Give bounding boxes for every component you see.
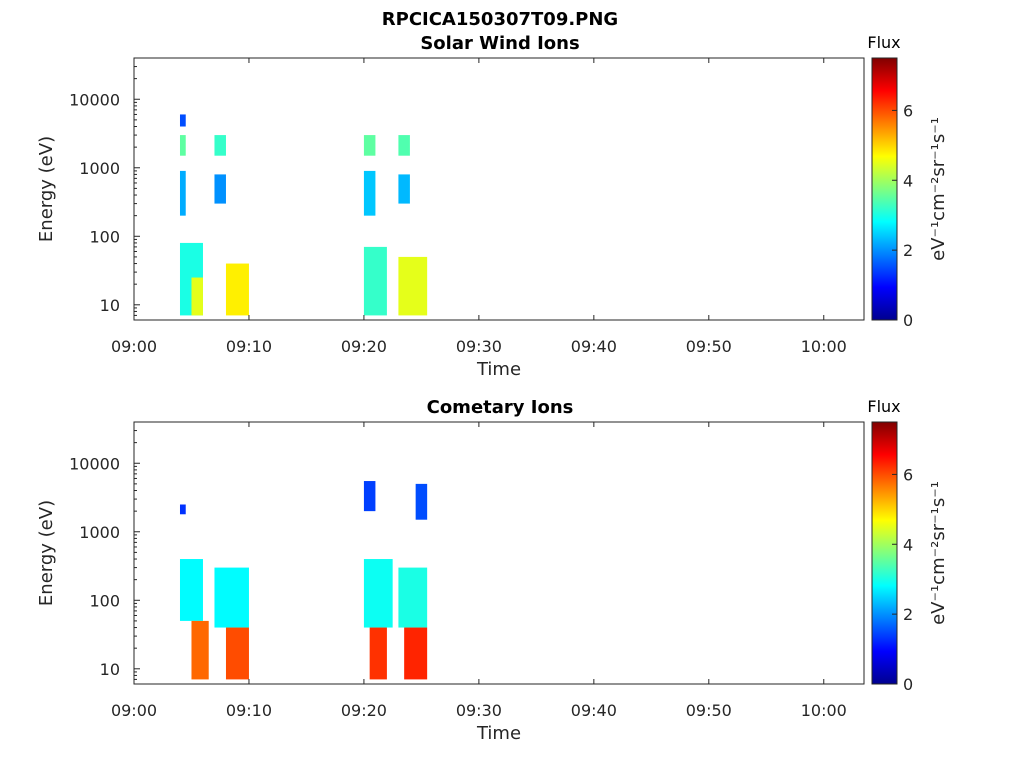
heatmap-cell (179, 504, 186, 515)
panel-solar-wind: Solar Wind Ions 09:00 09:10 09:20 09:30 09:4… (36, 33, 949, 380)
heatmap-cells-solar-wind (179, 114, 428, 316)
heatmap-cell (214, 135, 226, 156)
heatmap-cell (398, 256, 428, 316)
plot-area-cometary (134, 422, 864, 684)
x-tick-label: 09:20 (341, 337, 387, 356)
colorbar-tick-label: 6 (903, 101, 913, 120)
x-axis-label-cometary: Time (476, 723, 521, 744)
chart-title-solar-wind: Solar Wind Ions (420, 33, 579, 54)
colorbar-cometary (871, 421, 898, 685)
x-tick-label: 09:00 (111, 337, 157, 356)
heatmap-cell (363, 170, 376, 216)
heatmap-cell (179, 114, 186, 127)
heatmap-cell (191, 620, 209, 680)
colorbar-ticks-solar-wind: 0 2 4 6 (892, 101, 913, 330)
heatmap-cell (398, 135, 410, 156)
y-axis-label-cometary: Energy (eV) (36, 500, 57, 606)
heatmap-cell (179, 170, 186, 216)
heatmap-cell (369, 627, 387, 680)
colorbar-solar-wind (871, 57, 898, 321)
x-tick-label: 09:10 (226, 337, 272, 356)
plot-frame-solar-wind (133, 57, 865, 321)
y-tick-label: 10 (100, 296, 120, 315)
chart-title-cometary: Cometary Ions (427, 397, 574, 418)
y-tick-label: 1000 (79, 159, 120, 178)
x-tick-label: 10:00 (801, 337, 847, 356)
x-tick-label: 09:30 (456, 701, 502, 720)
heatmap-cell (179, 135, 186, 156)
heatmap-cell (225, 627, 249, 680)
x-tick-label: 09:40 (571, 337, 617, 356)
x-tick-label: 09:40 (571, 701, 617, 720)
x-axis-label-solar-wind: Time (476, 359, 521, 380)
y-ticks-cometary: 10 100 1000 10000 (69, 421, 140, 685)
heatmap-cell (363, 246, 387, 316)
figure-title: RPCICA150307T09.PNG (382, 9, 618, 30)
x-tick-label: 09:50 (686, 701, 732, 720)
y-tick-label: 10000 (69, 90, 120, 109)
heatmap-cell (191, 277, 203, 316)
heatmap-cell (404, 627, 428, 680)
colorbar-title-cometary: Flux (867, 397, 900, 416)
colorbar-ticks-cometary: 0 2 4 6 (892, 465, 913, 694)
colorbar-title-solar-wind: Flux (867, 33, 900, 52)
heatmap-cell (363, 559, 393, 628)
x-ticks-solar-wind: 09:00 09:10 09:20 09:30 09:40 09:50 10:00 (111, 58, 847, 356)
heatmap-cell (415, 483, 428, 520)
heatmap-cell (363, 135, 376, 156)
plot-area-solar-wind (134, 58, 864, 320)
y-ticks-solar-wind: 10 100 1000 10000 (69, 57, 140, 321)
heatmap-cells-cometary (179, 481, 428, 680)
colorbar-tick-label: 6 (903, 465, 913, 484)
heatmap-cell (225, 263, 249, 316)
y-tick-label: 10000 (69, 454, 120, 473)
heatmap-cell (398, 174, 410, 204)
y-axis-label-solar-wind: Energy (eV) (36, 136, 57, 242)
panel-cometary: Cometary Ions 09:00 09:10 09:20 09:30 09:40 0… (36, 397, 949, 744)
x-tick-label: 09:30 (456, 337, 502, 356)
y-tick-label: 100 (89, 227, 120, 246)
colorbar-tick-label: 0 (903, 311, 913, 330)
x-ticks-cometary: 09:00 09:10 09:20 09:30 09:40 09:50 10:00 (111, 422, 847, 720)
colorbar-tick-label: 0 (903, 675, 913, 694)
plot-frame-cometary (133, 421, 865, 685)
x-tick-label: 09:10 (226, 701, 272, 720)
y-tick-label: 1000 (79, 523, 120, 542)
heatmap-cell (363, 481, 376, 512)
y-tick-label: 10 (100, 660, 120, 679)
heatmap-cell (398, 567, 428, 628)
colorbar-tick-label: 4 (903, 535, 913, 554)
x-tick-label: 10:00 (801, 701, 847, 720)
heatmap-cell (179, 559, 203, 621)
x-tick-label: 09:00 (111, 701, 157, 720)
x-tick-label: 09:50 (686, 337, 732, 356)
colorbar-tick-label: 4 (903, 171, 913, 190)
colorbar-unit-solar-wind: eV⁻¹cm⁻²sr⁻¹s⁻¹ (928, 117, 949, 261)
heatmap-cell (214, 174, 226, 204)
y-tick-label: 100 (89, 591, 120, 610)
colorbar-unit-cometary: eV⁻¹cm⁻²sr⁻¹s⁻¹ (928, 481, 949, 625)
x-tick-label: 09:20 (341, 701, 387, 720)
colorbar-tick-label: 2 (903, 241, 913, 260)
heatmap-cell (214, 567, 249, 628)
colorbar-tick-label: 2 (903, 605, 913, 624)
